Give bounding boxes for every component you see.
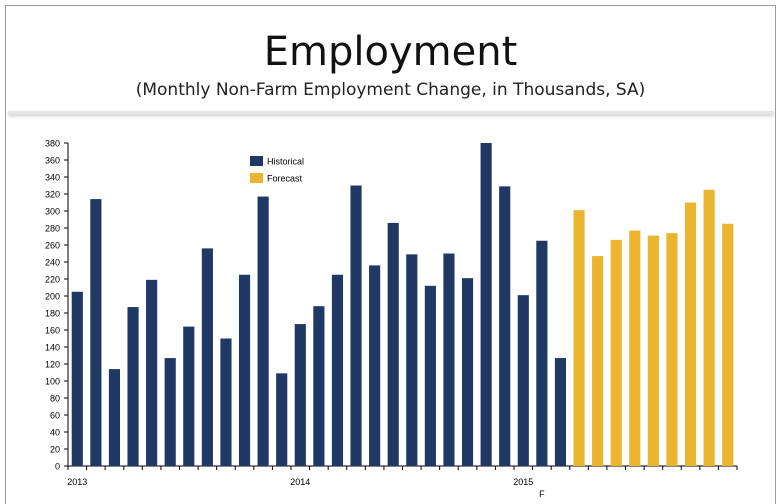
bar-historical [350,185,362,466]
y-tick-label: 200 [45,292,60,302]
y-tick-label: 340 [45,173,60,183]
x-tick-label: 2015 [513,477,533,487]
bar-historical [424,285,436,466]
bar-historical [108,369,121,466]
y-tick-label: 140 [45,343,60,353]
bar-historical [331,274,344,466]
x-tick-label-forecast-marker: F [539,489,545,499]
bar-historical [201,248,213,466]
y-tick-label: 100 [45,377,60,387]
title-divider [8,111,774,114]
y-tick-label: 300 [45,207,60,217]
y-tick-label: 280 [45,224,60,234]
y-tick-label: 180 [45,309,60,319]
page-title: Employment [263,29,518,75]
chart-legend: Historical Forecast [250,156,304,184]
legend-label-historical: Historical [267,157,304,167]
bar-historical [238,274,251,466]
x-axis-labels: 2013 2014 2015 F [67,477,545,499]
bar-historical [127,307,139,466]
y-tick-label: 220 [45,275,60,285]
y-tick-label: 80 [50,394,60,404]
bar-historical [313,306,325,466]
bar-historical [146,279,158,466]
bar-historical [406,254,418,466]
bar-historical [220,338,232,466]
bar-historical [164,358,176,466]
bar-historical [387,222,399,466]
bars-group [71,143,734,467]
y-tick-label: 20 [50,445,60,455]
bar-historical [480,143,492,466]
bar-historical [536,240,548,466]
y-axis-ticks: 0 20 40 60 80 100 120 140 160 180 200 220 240 260 280 3… [45,139,68,472]
bar-forecast [703,189,715,466]
bar-historical [517,295,529,466]
legend-label-forecast: Forecast [267,174,303,184]
bar-historical [294,324,306,466]
bar-forecast [722,223,734,466]
x-tick-label: 2013 [67,477,87,487]
y-tick-label: 0 [55,462,60,472]
bar-forecast [629,230,641,466]
y-tick-label: 260 [45,241,60,251]
y-tick-label: 40 [50,428,60,438]
bar-forecast [573,210,585,466]
y-tick-label: 360 [45,156,60,166]
y-tick-label: 380 [45,139,60,149]
y-tick-label: 320 [45,190,60,200]
chart-axes [67,143,738,470]
bar-historical [461,278,474,466]
y-tick-label: 240 [45,258,60,268]
bar-forecast [684,202,697,466]
bar-historical [71,291,83,466]
y-tick-label: 120 [45,360,60,370]
bar-historical [257,196,269,467]
bar-forecast [666,233,678,466]
bar-historical [443,253,455,466]
bar-historical [90,199,102,466]
bar-historical [499,186,511,466]
bar-forecast [592,256,604,466]
legend-swatch-forecast [250,173,263,183]
legend-swatch-historical [250,156,263,166]
page-subtitle: (Monthly Non-Farm Employment Change, in … [135,80,646,100]
bar-historical [276,373,288,466]
y-tick-label: 160 [45,326,60,336]
x-tick-label: 2014 [290,477,310,487]
bar-historical [183,326,195,466]
bar-forecast [647,235,659,466]
bar-forecast [610,239,622,466]
bar-historical [554,358,567,466]
y-tick-label: 60 [50,411,60,421]
bar-historical [369,265,381,466]
